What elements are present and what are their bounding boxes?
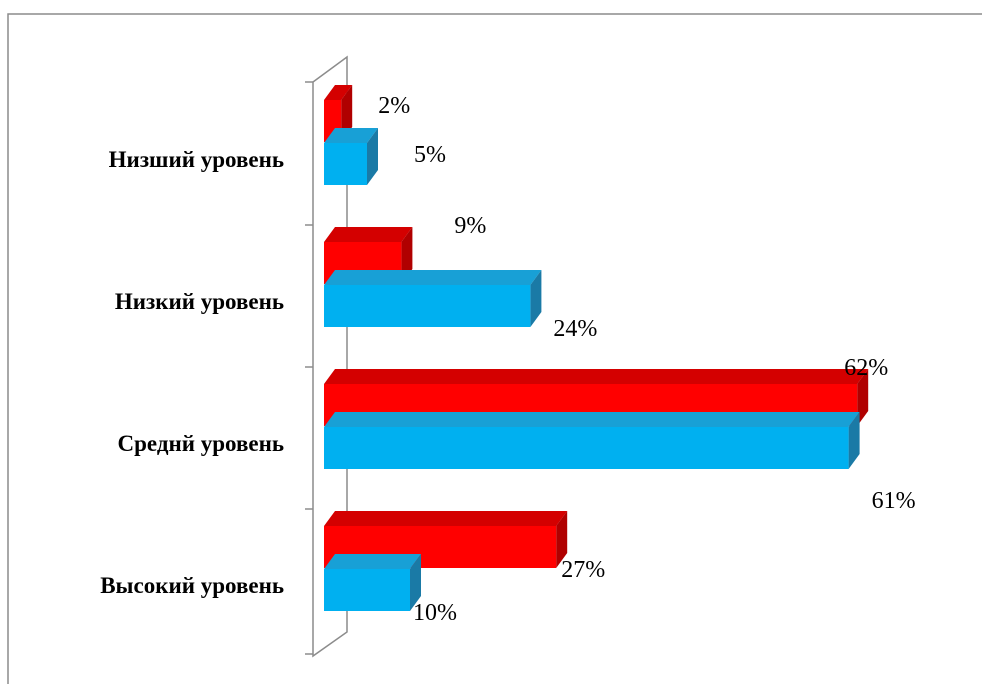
bar-side [530,270,542,327]
bar [324,412,860,469]
bar-side [341,85,353,142]
bar [324,270,542,327]
category-label: Низший уровень [109,147,284,172]
bar-front [324,143,367,185]
bar-front [324,569,410,611]
data-label: 61% [872,488,916,514]
category-label: Высокий уровень [100,573,284,598]
bar [324,128,378,185]
category-label: Среднй уровень [118,431,284,456]
bar-top [324,227,413,242]
data-label: 9% [454,213,486,239]
data-label: 5% [414,142,446,168]
axis-wall [305,55,348,658]
bar-top [324,412,860,427]
bar-side [857,369,869,426]
data-label: 62% [844,355,888,381]
data-label: 10% [413,600,457,626]
data-label: 27% [561,557,605,583]
data-label: 2% [378,93,410,119]
bar-top [324,554,421,569]
bar-side [410,554,421,611]
category-label: Низкий уровень [115,289,284,314]
bar-side [401,227,413,284]
labels-group: Низший уровень 2%5% Низкий уровень 9% 24% Сре… [100,93,915,626]
bar-side [367,128,378,185]
bar-top [324,511,568,526]
bar-top [324,369,869,384]
bar-top [324,128,378,143]
bar [324,554,421,611]
bar-top [324,270,542,285]
data-label: 24% [553,316,597,342]
bar-top [324,85,353,100]
bar-side [848,412,860,469]
bar-front [324,285,531,327]
bars-group [324,85,869,611]
bar-side [556,511,568,568]
chart-frame [7,13,982,684]
bar-front [324,427,849,469]
